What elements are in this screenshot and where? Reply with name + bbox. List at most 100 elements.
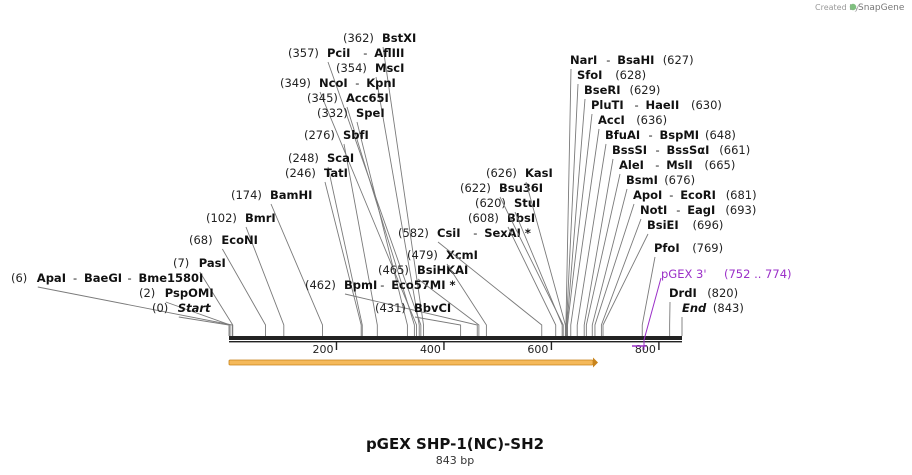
enzyme-site[interactable]: BfuAI - BspMI (648) bbox=[576, 128, 736, 336]
enzyme-site[interactable]: DrdI (820) bbox=[669, 286, 738, 336]
enzyme-site[interactable]: (102) BmrI bbox=[206, 211, 285, 336]
enzyme-site[interactable]: BseRI (629) bbox=[566, 83, 660, 336]
enzyme-name: SbfI bbox=[343, 128, 369, 142]
ruler-tick-label: 400 bbox=[420, 343, 441, 356]
enzyme-position: (246) bbox=[285, 166, 316, 180]
enzyme-site[interactable]: (462) BpmI - Eco57MI * bbox=[305, 278, 478, 336]
enzyme-site[interactable]: (7) PasI bbox=[173, 256, 234, 336]
enzyme-leader-line bbox=[565, 68, 572, 336]
enzyme-leader-line bbox=[499, 196, 564, 336]
enzyme-leader-line bbox=[507, 226, 557, 336]
enzyme-position: (68) bbox=[189, 233, 213, 247]
enzyme-leader-line bbox=[437, 241, 543, 336]
enzyme-name: NarI bbox=[570, 53, 597, 67]
enzyme-site[interactable]: BssSI - BssSαI (661) bbox=[583, 143, 750, 336]
enzyme-site[interactable]: (622) Bsu36I bbox=[460, 181, 564, 336]
enzyme-site[interactable]: (354) MscI bbox=[336, 61, 420, 336]
enzyme-separator: - bbox=[355, 76, 359, 90]
enzyme-name: ApaI bbox=[37, 271, 66, 285]
enzyme-position: (102) bbox=[206, 211, 237, 225]
enzyme-leader-line bbox=[525, 181, 566, 336]
enzyme-leader-line bbox=[566, 83, 579, 336]
enzyme-site[interactable]: AleI - MslI (665) bbox=[585, 158, 735, 336]
feature-pgex3[interactable]: pGEX 3' (752 .. 774) bbox=[632, 267, 792, 350]
enzyme-leader-line bbox=[319, 91, 417, 336]
enzyme-name: KasI bbox=[525, 166, 553, 180]
enzyme-separator: - bbox=[606, 53, 610, 67]
enzyme-site[interactable]: (246) TatI bbox=[285, 166, 362, 336]
enzyme-name: CsiI bbox=[437, 226, 461, 240]
feature-name: pGEX 3' bbox=[661, 267, 707, 281]
enzyme-separator: - bbox=[473, 226, 477, 240]
enzyme-site[interactable]: BsmI (676) bbox=[591, 173, 695, 336]
enzyme-name: BsiEI bbox=[647, 218, 679, 232]
enzyme-position: (479) bbox=[407, 248, 438, 262]
enzyme-site[interactable]: (349) NcoI - KpnI bbox=[280, 76, 417, 336]
enzyme-site[interactable]: NotI - EagI (693) bbox=[600, 203, 756, 336]
enzyme-name: PluTI bbox=[591, 98, 624, 112]
enzyme-site[interactable]: End (843) bbox=[681, 301, 744, 336]
snapgene-logo-icon bbox=[849, 3, 857, 11]
enzyme-name: BssSI bbox=[612, 143, 647, 157]
enzyme-site[interactable]: AccI (636) bbox=[570, 113, 667, 336]
enzyme-site[interactable]: ApoI - EcoRI (681) bbox=[594, 188, 757, 336]
enzyme-site[interactable]: (362) BstXI bbox=[343, 31, 424, 336]
enzyme-site[interactable]: (465) BsiHKAI bbox=[378, 263, 480, 336]
enzyme-name: BmrI bbox=[245, 211, 276, 225]
enzyme-site[interactable]: PluTI - HaeII (630) bbox=[567, 98, 722, 336]
enzyme-site[interactable]: (357) PciI - AflIII bbox=[288, 46, 422, 336]
enzyme-position: (174) bbox=[231, 188, 262, 202]
enzyme-site[interactable]: (620) StuI bbox=[475, 196, 563, 336]
enzyme-site[interactable]: (608) BbsI bbox=[468, 211, 557, 336]
enzyme-leader-line bbox=[375, 76, 420, 336]
orf-arrow[interactable] bbox=[228, 357, 598, 368]
enzyme-site[interactable]: PfoI (769) bbox=[641, 241, 723, 336]
enzyme-site[interactable]: (626) KasI bbox=[486, 166, 566, 336]
enzyme-site[interactable]: (0) Start bbox=[152, 301, 230, 336]
enzyme-leader-line bbox=[514, 211, 563, 336]
enzyme-site[interactable]: (6) ApaI - BaeGI - Bme1580I bbox=[11, 271, 233, 336]
map-length: 843 bp bbox=[436, 454, 474, 467]
enzyme-leader-line bbox=[567, 113, 593, 336]
enzyme-site[interactable]: (276) SbfI bbox=[304, 128, 378, 336]
enzyme-name: XcmI bbox=[446, 248, 478, 262]
enzyme-leader-line bbox=[583, 158, 614, 336]
enzyme-name: TatI bbox=[324, 166, 348, 180]
enzyme-name: Acc65I bbox=[346, 91, 389, 105]
enzyme-separator: - bbox=[635, 98, 639, 112]
enzyme-name: BaeGI bbox=[84, 271, 122, 285]
enzyme-site[interactable]: NarI - BsaHI (627) bbox=[565, 53, 694, 336]
enzyme-leader-line bbox=[344, 293, 478, 336]
enzyme-site[interactable]: SfoI (628) bbox=[566, 68, 646, 336]
enzyme-position: (820) bbox=[707, 286, 738, 300]
enzyme-position: (843) bbox=[713, 301, 744, 315]
credit-prefix: Created by bbox=[815, 3, 859, 12]
enzyme-position: (6) bbox=[11, 271, 27, 285]
enzyme-site[interactable]: (332) SpeI bbox=[317, 106, 408, 336]
enzyme-name: BamHI bbox=[270, 188, 312, 202]
enzyme-leader-line bbox=[327, 61, 422, 336]
enzyme-site[interactable]: (479) XcmI bbox=[407, 248, 487, 336]
enzyme-name: BsmI bbox=[626, 173, 658, 187]
enzyme-site[interactable]: (431) BbvCI bbox=[375, 301, 462, 336]
credit-brand: SnapGene bbox=[858, 3, 905, 13]
enzyme-name: BfuAI bbox=[605, 128, 640, 142]
enzyme-position: (345) bbox=[307, 91, 338, 105]
enzyme-position: (693) bbox=[725, 203, 756, 217]
enzyme-sites: (362) BstXI(357) PciI - AflIII(354) MscI(349)… bbox=[11, 31, 757, 336]
enzyme-site[interactable]: (248) ScaI bbox=[288, 151, 363, 336]
enzyme-position: (630) bbox=[691, 98, 722, 112]
enzyme-position: (628) bbox=[615, 68, 646, 82]
enzyme-site[interactable]: (174) BamHI bbox=[231, 188, 323, 336]
enzyme-name: BbsI bbox=[507, 211, 535, 225]
enzyme-site[interactable]: (345) Acc65I bbox=[307, 91, 415, 336]
enzyme-leader-line bbox=[641, 256, 656, 336]
enzyme-name: EagI bbox=[687, 203, 715, 217]
enzyme-position: (622) bbox=[460, 181, 491, 195]
sequence-backbone-strand bbox=[229, 341, 682, 343]
enzyme-site[interactable]: (68) EcoNI bbox=[189, 233, 266, 336]
enzyme-position: (362) bbox=[343, 31, 374, 45]
enzyme-name: MscI bbox=[375, 61, 404, 75]
enzyme-site[interactable]: BsiEI (696) bbox=[602, 218, 723, 336]
enzyme-site[interactable]: (2) PspOMI bbox=[139, 286, 231, 336]
